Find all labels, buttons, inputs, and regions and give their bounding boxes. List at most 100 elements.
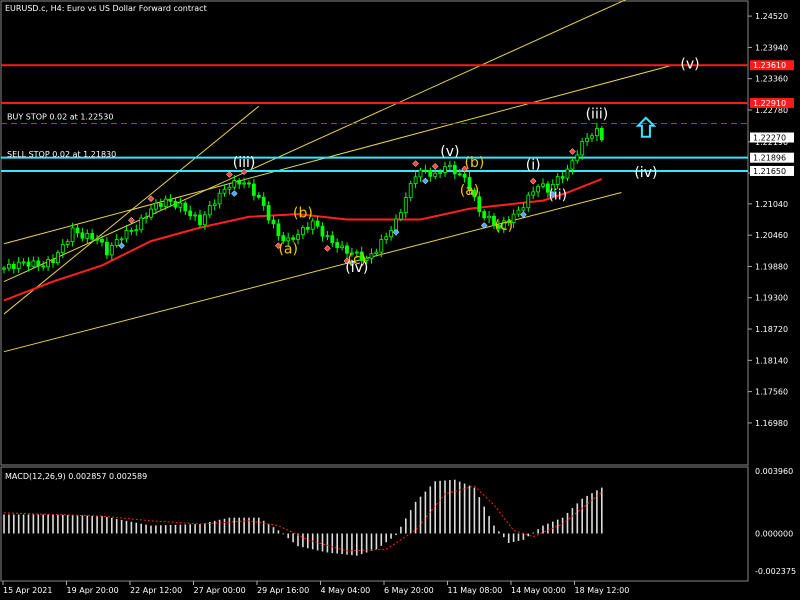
wave-label: (iv): [634, 165, 657, 181]
candle-body: [477, 196, 482, 212]
signal-diamond: [128, 216, 135, 224]
candle-body: [129, 229, 134, 232]
macd-tick-label: 0.003960: [755, 467, 793, 476]
candle-body: [531, 191, 536, 196]
candle-body: [291, 237, 296, 240]
candle-body: [100, 238, 104, 243]
signal-diamond: [431, 162, 439, 170]
candle-body: [310, 220, 315, 230]
trend-lines[interactable]: [3, 0, 671, 353]
wave-label: (i): [526, 157, 541, 173]
wave-label: (c): [347, 252, 366, 268]
price-tick-label: 1.23360: [755, 75, 788, 84]
candle-body: [398, 212, 403, 220]
candle-body: [349, 252, 354, 255]
signal-diamond: [529, 177, 537, 185]
candle-body: [428, 170, 433, 177]
signal-diamond: [275, 242, 282, 250]
price-tags: 1.23610 1.22910 1.21896 1.21650 1.22270: [750, 60, 794, 176]
candle-body: [433, 172, 438, 177]
candle-body: [570, 160, 575, 170]
candle-body: [188, 210, 193, 217]
macd-tick-label: -0.002375: [755, 567, 796, 576]
wave-label: (a): [278, 242, 298, 258]
price-tick-label: 1.16980: [755, 419, 788, 428]
elliott-wave-labels: (iii)(b)(a)(c)(iv)(v)(b)(a)(c)(i)(ii)(ii…: [233, 56, 700, 275]
candle-body: [56, 252, 60, 264]
candle-body: [526, 194, 531, 209]
candle-body: [599, 128, 604, 141]
wave-label: (b): [464, 155, 484, 171]
candle-body: [178, 202, 183, 208]
current-price-tag: [750, 132, 794, 143]
candle-body: [168, 198, 173, 202]
candle-body: [300, 227, 305, 236]
candle-body: [482, 211, 487, 219]
macd-signal-line: [3, 485, 603, 552]
candle-body: [51, 259, 55, 264]
candle-body: [325, 235, 330, 238]
price-tick-label: 1.19880: [755, 262, 788, 271]
time-tick-label: 18 May 12:00: [575, 586, 630, 595]
wave-label: (v): [440, 144, 459, 160]
candle-body: [46, 259, 50, 268]
candle-body: [202, 214, 207, 226]
candle-body: [232, 180, 237, 188]
candle-body: [173, 200, 178, 208]
candle-body: [227, 186, 232, 190]
price-axis: 1.245201.239401.233601.227801.221901.216…: [748, 12, 788, 428]
candle-body: [109, 245, 114, 256]
signal-diamond: [520, 211, 527, 219]
candle-body: [305, 227, 310, 230]
candle-body: [394, 218, 398, 231]
main-pane-frame: [0, 0, 749, 466]
price-tag-label: 1.22910: [753, 99, 786, 108]
time-tick-label: 29 Apr 16:00: [257, 586, 309, 595]
signal-diamond: [240, 168, 248, 176]
candle-body: [139, 217, 144, 231]
candle-body: [457, 173, 462, 176]
candle-body: [443, 166, 447, 173]
candle-body: [315, 220, 320, 227]
candle-body: [447, 164, 452, 168]
candle-body: [217, 192, 222, 205]
price-tag-label: 1.21650: [753, 167, 786, 176]
candle-body: [364, 257, 369, 261]
time-tick-label: 6 May 20:00: [384, 586, 434, 595]
time-tick-label: 15 Apr 2021: [3, 586, 52, 595]
wave-label: (b): [293, 205, 313, 221]
candle-body: [403, 197, 408, 214]
time-tick-label: 27 Apr 00:00: [194, 586, 246, 595]
candle-body: [261, 196, 266, 206]
candle-body: [541, 183, 545, 187]
trend-line: [3, 0, 627, 283]
price-tick-label: 1.18140: [755, 356, 788, 365]
candle-body: [95, 238, 99, 241]
macd-pane-frame: [0, 466, 749, 582]
candle-body: [546, 183, 550, 193]
candle-body: [345, 245, 349, 254]
macd-histogram: [3, 479, 603, 556]
signal-diamond: [480, 222, 488, 229]
candle-body: [85, 233, 90, 239]
candle-body: [237, 180, 242, 185]
candle-body: [496, 225, 501, 229]
horizontal-levels[interactable]: BUY STOP 0.02 at 1.22530 SELL STOP 0.02 a…: [1, 64, 748, 172]
candle-body: [296, 234, 300, 240]
candle-body: [2, 267, 6, 270]
candle-body: [438, 172, 443, 174]
candle-body: [506, 220, 511, 224]
candle-body: [335, 242, 340, 249]
candle-body: [286, 237, 291, 242]
signal-diamond: [226, 171, 233, 178]
candle-body: [134, 229, 139, 232]
signal-diamond: [324, 245, 331, 252]
price-tag-box: [750, 165, 794, 176]
arrow-shape: [635, 116, 657, 138]
trend-line: [3, 65, 671, 245]
candle-body: [408, 183, 413, 198]
candle-body: [222, 188, 227, 194]
candle-body: [207, 205, 212, 216]
signal-diamond: [118, 242, 125, 250]
